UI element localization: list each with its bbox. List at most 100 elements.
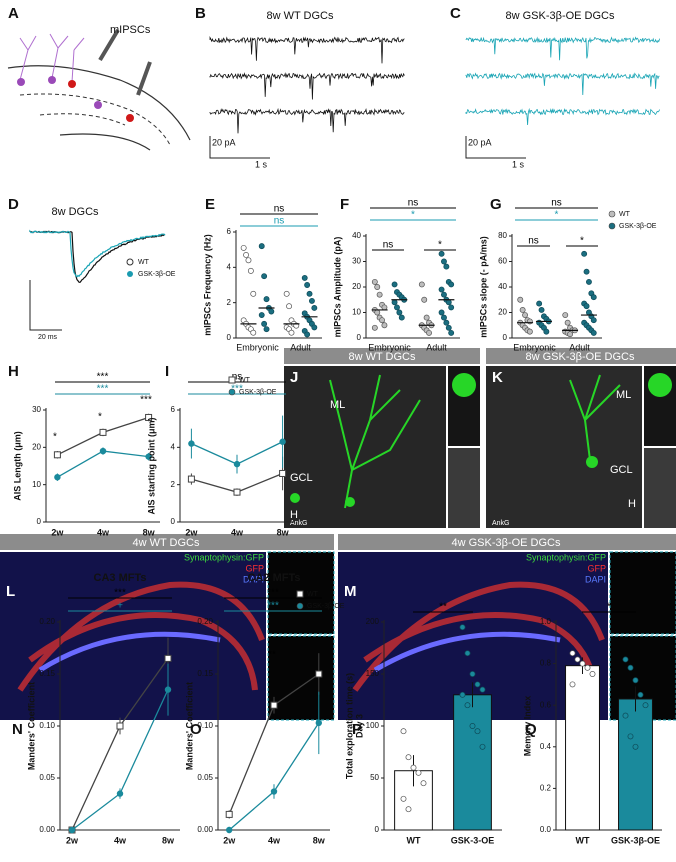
data-point <box>308 297 315 304</box>
data-point <box>283 290 290 297</box>
trace <box>465 72 660 96</box>
x-tick-label: Adult <box>290 342 311 352</box>
data-point <box>233 460 241 468</box>
data-point <box>632 743 639 750</box>
stain-label: DAPI <box>243 574 264 584</box>
y-axis-label: Memory Index <box>522 696 532 757</box>
data-point <box>479 686 486 693</box>
legend-marker <box>228 388 236 396</box>
data-point <box>589 671 596 677</box>
y-tick-label: 0 <box>171 517 176 526</box>
significance-label: *** <box>97 372 109 383</box>
data-point <box>420 780 427 787</box>
y-axis-label: Manders' Coefficient <box>184 682 194 770</box>
scale-label: 1 s <box>512 159 525 169</box>
panel-b-title: 8w WT DGCs <box>266 10 334 22</box>
x-tick-label: 8w <box>162 835 175 845</box>
x-tick-label: WT <box>407 835 421 845</box>
x-tick-label: 4w <box>231 527 244 537</box>
panel-letter: Q <box>525 721 537 738</box>
chart-title: CA2 MFTs <box>248 572 301 584</box>
y-tick-label: 0 <box>227 333 232 342</box>
stain-label: AnkG <box>492 520 510 527</box>
y-tick-label: 20 <box>352 282 361 291</box>
x-tick-label: 8w <box>277 527 290 537</box>
x-tick-label: Adult <box>426 342 447 352</box>
significance-label: ns <box>528 236 539 247</box>
x-tick-label: 2w <box>51 527 64 537</box>
x-tick-label: 2w <box>185 527 198 537</box>
data-point <box>474 728 481 735</box>
scale-bar <box>209 136 270 159</box>
scale-bar <box>29 280 62 331</box>
y-tick-label: 0.2 <box>540 784 552 793</box>
data-point <box>443 319 450 326</box>
legend-label: WT <box>239 377 251 384</box>
stain-label: Synaptophysin:GFP <box>184 552 264 562</box>
data-point <box>627 664 634 671</box>
data-point <box>258 312 265 318</box>
data-point <box>627 733 634 740</box>
scale-label: 20 pA <box>468 137 492 147</box>
bar <box>565 665 600 831</box>
scale-label: 1 s <box>255 159 268 169</box>
y-tick-label: 4 <box>171 442 176 451</box>
significance-label: ** <box>268 650 276 661</box>
data-point <box>164 654 172 662</box>
data-point <box>569 681 576 688</box>
micrograph <box>284 348 676 528</box>
significance-label: *** <box>267 588 279 599</box>
data-point <box>270 788 278 795</box>
trace <box>209 35 405 64</box>
data-point <box>398 314 405 321</box>
data-point <box>306 290 313 297</box>
legend-label: WT <box>619 211 631 218</box>
micrograph <box>0 534 676 721</box>
data-point <box>374 309 381 316</box>
significance-label: ns <box>408 198 419 209</box>
data-point <box>579 660 586 667</box>
panel-a-label: mIPSCs <box>110 24 151 36</box>
significance-label: ns <box>232 372 243 383</box>
chart-title: CA3 MFTs <box>94 572 147 584</box>
panel-letter: A <box>8 5 19 22</box>
y-tick-label: 0.4 <box>540 742 552 751</box>
y-tick-label: 150 <box>366 669 380 678</box>
series-line <box>57 450 149 478</box>
y-tick-label: 0.00 <box>39 825 55 834</box>
panel-letter: J <box>290 369 298 386</box>
data-point <box>405 754 412 761</box>
data-point <box>441 258 447 265</box>
y-tick-label: 0.20 <box>197 617 213 626</box>
y-tick-label: 10 <box>352 308 361 317</box>
data-point <box>586 278 592 285</box>
y-tick-label: 80 <box>498 231 507 240</box>
scale-bar <box>465 136 526 159</box>
data-point <box>642 702 649 709</box>
significance-label: *** <box>97 384 109 395</box>
legend-label: GSK-3β-OE <box>619 223 657 230</box>
significance-label: * <box>607 602 611 613</box>
y-tick-label: 0.00 <box>197 825 213 834</box>
region-label: H <box>628 498 636 510</box>
data-point <box>381 322 388 329</box>
significance-label: *** <box>231 384 243 395</box>
data-point <box>261 320 268 327</box>
panel-letter: K <box>492 369 503 386</box>
panel-letter: C <box>450 5 461 22</box>
legend-marker <box>296 590 304 598</box>
region-label: H <box>290 509 298 521</box>
panel-letter: H <box>8 363 19 380</box>
data-point <box>247 267 254 274</box>
legend-label: WT <box>138 259 150 266</box>
y-tick-label: 6 <box>171 405 176 414</box>
legend-marker <box>228 376 236 384</box>
data-point <box>376 291 383 298</box>
significance-label: * <box>580 236 584 247</box>
y-tick-label: 0.15 <box>39 669 55 678</box>
x-tick-label: 8w <box>313 835 326 845</box>
data-point <box>405 806 412 813</box>
y-tick-label: 10 <box>32 480 41 489</box>
data-point <box>519 307 526 313</box>
significance-label: *** <box>140 395 152 406</box>
